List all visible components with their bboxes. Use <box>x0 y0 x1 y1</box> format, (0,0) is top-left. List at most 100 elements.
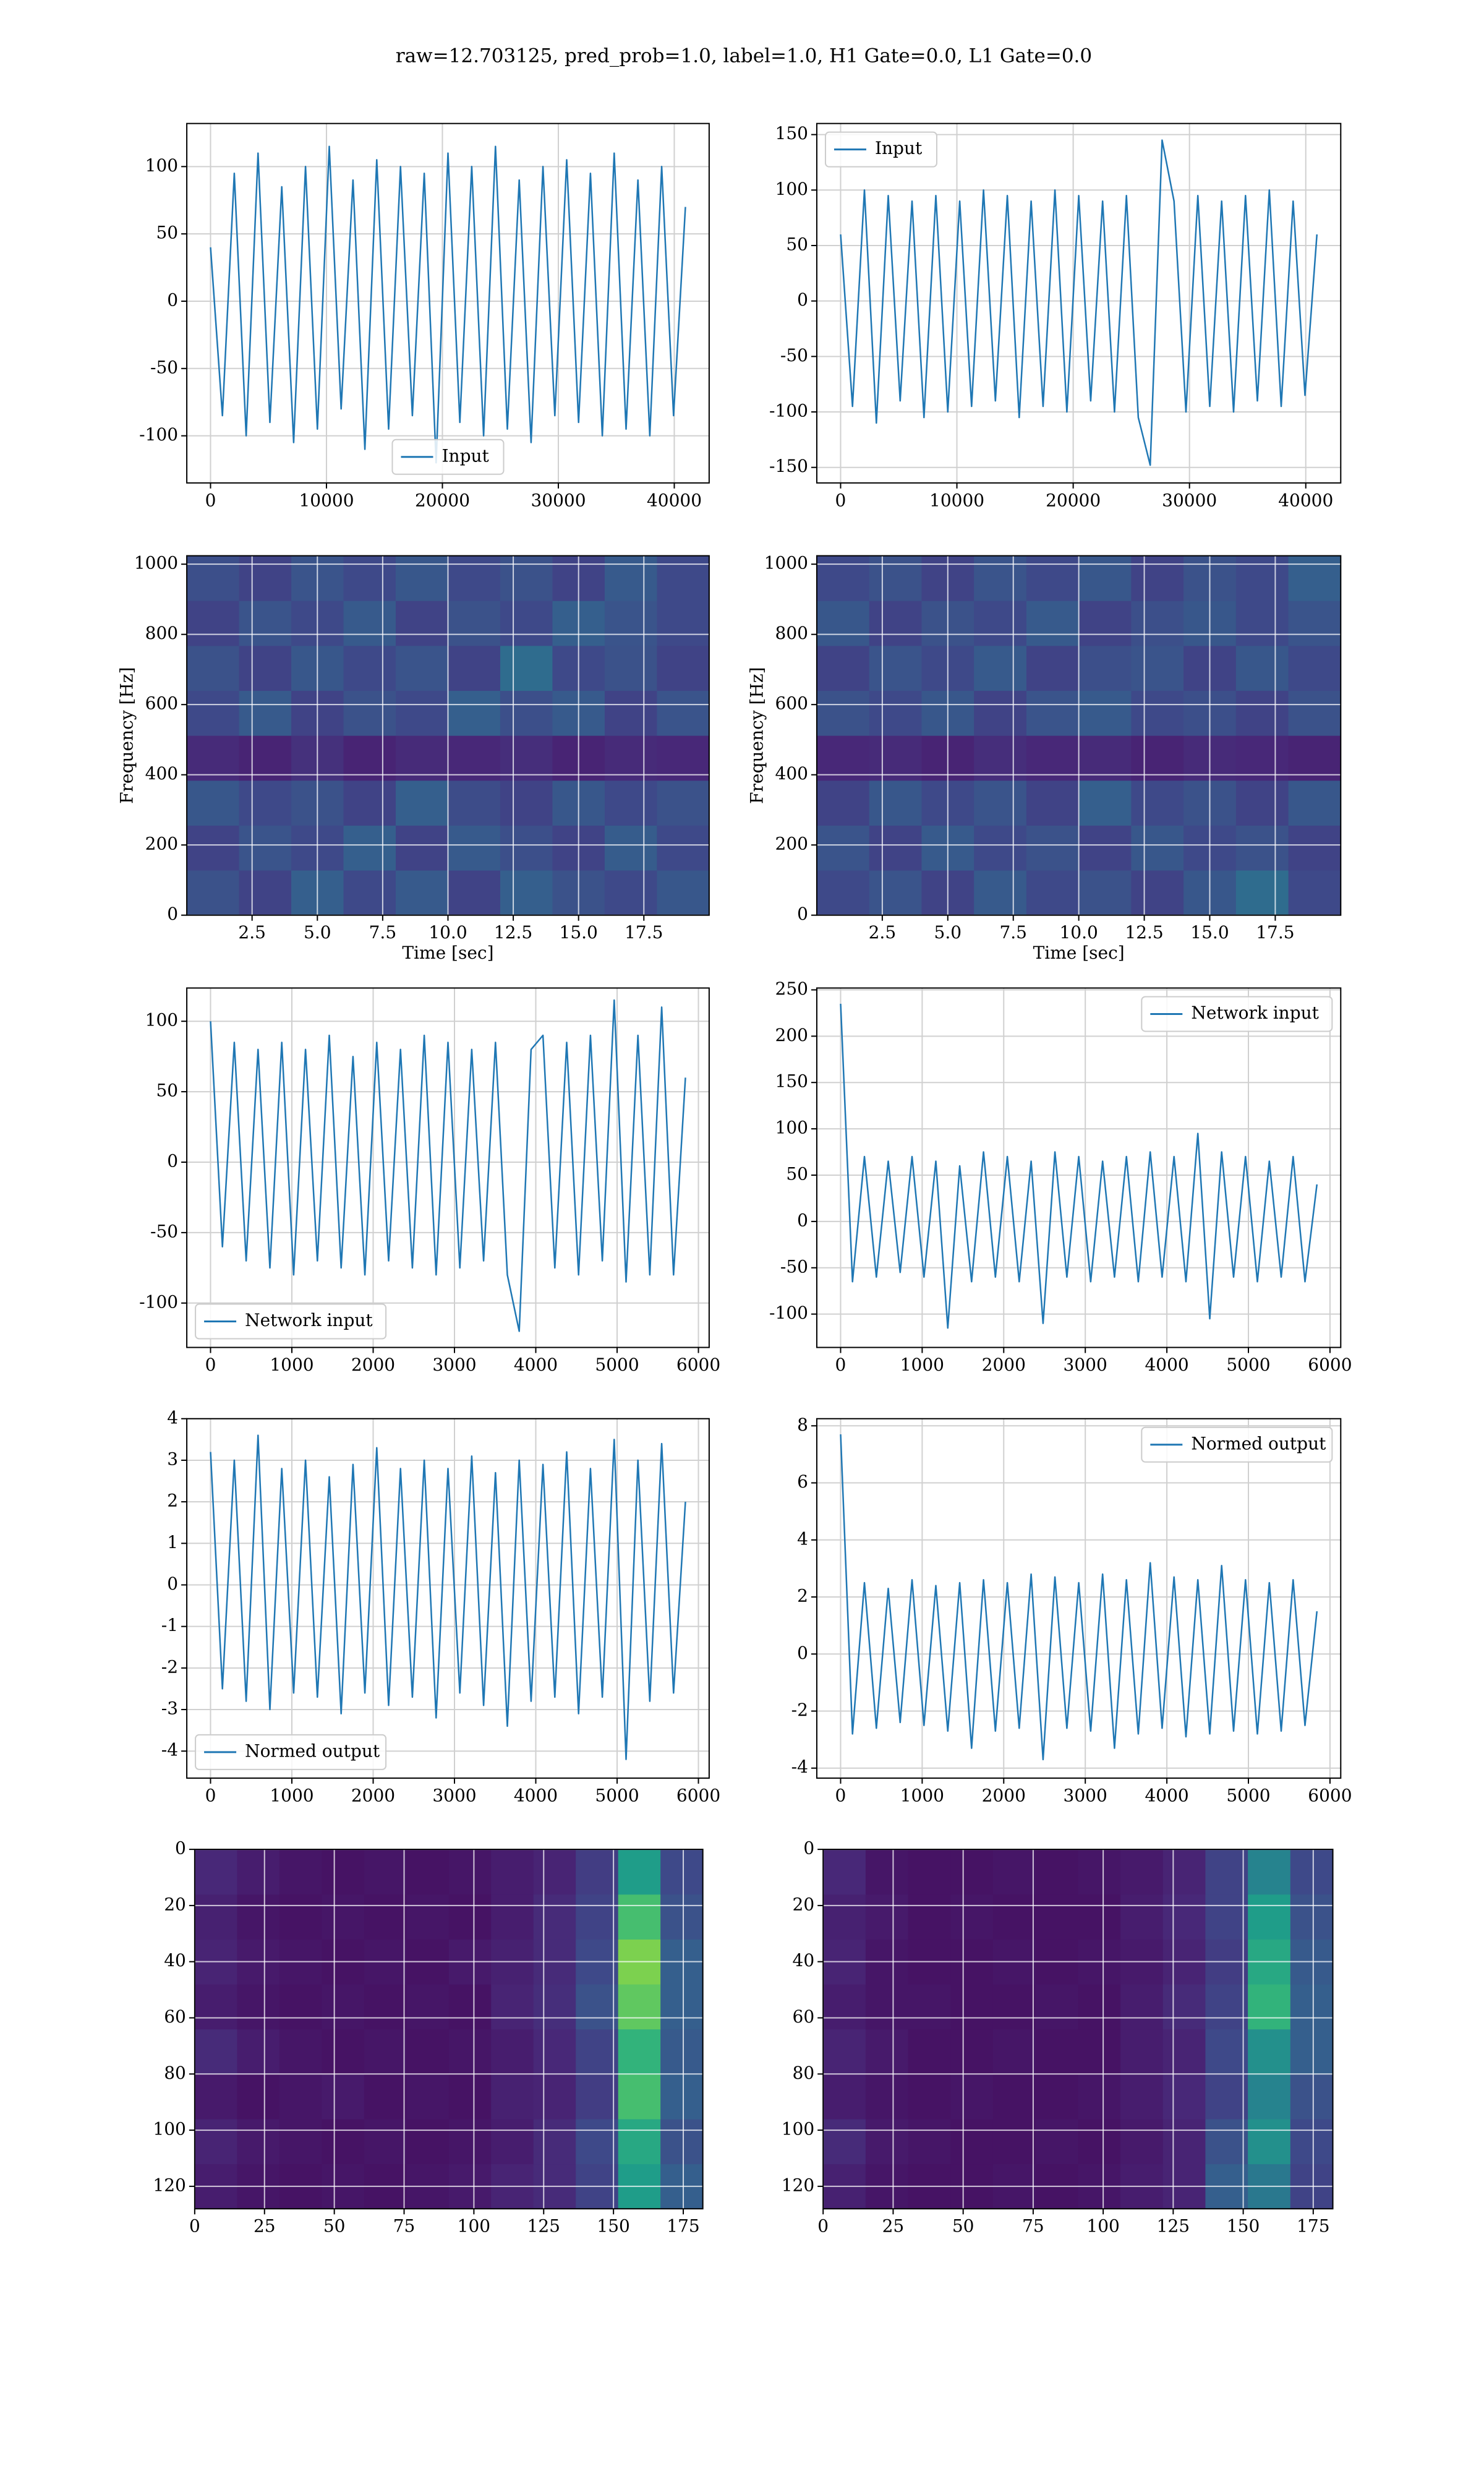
heatmap-cell <box>974 555 1027 601</box>
heatmap-cell <box>187 735 240 781</box>
heatmap-cell <box>279 1984 322 2030</box>
y-tick-label: -50 <box>150 357 178 377</box>
heatmap-cell <box>1290 2029 1334 2074</box>
y-tick-label: 0 <box>797 289 808 310</box>
heatmap-cell <box>604 555 657 601</box>
heatmap-cell <box>500 825 553 871</box>
heatmap-cell <box>1026 690 1080 736</box>
y-tick-label: 200 <box>775 834 808 854</box>
x-tick-label: 4000 <box>1145 1785 1188 1805</box>
heatmap-cell <box>406 2029 450 2074</box>
heatmap-cell <box>187 601 240 646</box>
heatmap-cell <box>1131 870 1184 916</box>
x-tick-label: 25 <box>882 2216 905 2236</box>
y-tick-label: 200 <box>145 834 178 854</box>
heatmap-cell <box>1205 2029 1248 2074</box>
figure-title: raw=12.703125, pred_prob=1.0, label=1.0,… <box>396 45 1092 67</box>
heatmap-cell <box>364 1894 407 1940</box>
heatmap-cell <box>1120 2118 1164 2165</box>
y-tick-label: 4 <box>167 1407 178 1427</box>
heatmap-cell <box>618 1984 661 2030</box>
x-tick-label: 1000 <box>270 1785 313 1805</box>
legend-label: Normed output <box>1191 1433 1326 1453</box>
heatmap-cell <box>343 690 396 736</box>
y-tick-label: -100 <box>769 1303 808 1323</box>
y-tick-label: 40 <box>164 1950 186 1971</box>
heatmap-cell <box>322 2029 365 2074</box>
heatmap-cell <box>604 870 657 916</box>
x-tick-label: 3000 <box>432 1355 476 1375</box>
legend: Network input <box>195 1303 387 1340</box>
heatmap-cell <box>816 825 870 871</box>
heatmap-cell <box>576 2074 619 2120</box>
heatmap-cell <box>660 2118 704 2165</box>
heatmap-cell <box>604 780 657 826</box>
heatmap-cell <box>908 2074 951 2120</box>
heatmap-cell <box>1162 2074 1206 2120</box>
heatmap-cell <box>974 780 1027 826</box>
heatmap-cell <box>1078 2118 1121 2165</box>
heatmap-cell <box>869 690 922 736</box>
x-tick-label: 75 <box>1022 2216 1044 2236</box>
heatmap-cell <box>660 1894 704 1940</box>
x-tick-label: 175 <box>1297 2216 1329 2236</box>
heatmap-cell <box>823 1894 866 1940</box>
panel: 0 25 50 75 100 125 150 175 0 20 40 60 80 100 120 <box>153 1838 704 2236</box>
x-tick-label: 6000 <box>1308 1785 1352 1805</box>
heatmap-cell <box>992 2074 1036 2120</box>
x-tick-label: 5.0 <box>304 922 331 943</box>
heatmap-cell <box>343 825 396 871</box>
legend-box <box>391 439 505 475</box>
heatmap-cell <box>1288 555 1341 601</box>
heatmap-cell <box>448 825 501 871</box>
heatmap-cell <box>279 1849 322 1895</box>
heatmap-cell <box>1162 1849 1206 1895</box>
heatmap-cell <box>448 2074 492 2120</box>
y-tick-label: -2 <box>791 1700 808 1720</box>
heatmap-cell <box>1035 2118 1078 2165</box>
heatmap-cell <box>657 780 710 826</box>
heatmap-cell <box>618 1894 661 1940</box>
series-line <box>840 139 1318 466</box>
heatmap-cell <box>1078 780 1132 826</box>
x-tick-label: 125 <box>527 2216 560 2236</box>
heatmap-cell <box>908 1849 951 1895</box>
axes-frame <box>822 1849 1334 2210</box>
heatmap-cell <box>364 2074 407 2120</box>
heatmap-cell <box>618 2118 661 2165</box>
heatmap-cell <box>396 825 448 871</box>
y-tick-label: 100 <box>153 2119 186 2139</box>
y-tick-label: 150 <box>775 1071 808 1092</box>
x-tick-label: 100 <box>1086 2216 1119 2236</box>
heatmap-cell <box>237 1894 280 1940</box>
heatmap-cell <box>448 645 501 691</box>
heatmap-cell <box>1290 1849 1334 1895</box>
x-tick-label: 2000 <box>982 1355 1026 1375</box>
heatmap-cell <box>396 780 448 826</box>
y-tick-label: 50 <box>786 1163 808 1184</box>
heatmap-cell <box>604 645 657 691</box>
heatmap-cell <box>1248 1894 1291 1940</box>
heatmap-cell <box>1078 1894 1121 1940</box>
y-tick-label: 1000 <box>134 553 178 573</box>
x-tick-label: 5000 <box>595 1785 639 1805</box>
x-tick-label: 15.0 <box>1190 922 1229 943</box>
heatmap-cell <box>1078 645 1132 691</box>
heatmap-cell <box>448 780 501 826</box>
heatmap-cell <box>576 1984 619 2030</box>
y-tick-label: 60 <box>793 2006 815 2027</box>
panel: 0 10000 20000 30000 40000 -150 -100 -50 0 50 100 15… <box>769 122 1342 510</box>
heatmap-cell <box>657 645 710 691</box>
heatmap-cell <box>869 601 922 646</box>
y-tick-label: 0 <box>797 1210 808 1230</box>
heatmap-cell <box>1131 555 1184 601</box>
heatmap-cell <box>1078 2074 1121 2120</box>
x-tick-label: 150 <box>597 2216 629 2236</box>
heatmap-cell <box>194 1894 237 1940</box>
y-tick-label: 2 <box>797 1586 808 1606</box>
heatmap-cell <box>500 780 553 826</box>
heatmap-cell <box>533 1894 576 1940</box>
y-tick-label: 0 <box>797 904 808 924</box>
heatmap-cell <box>1131 690 1184 736</box>
x-tick-label: 0 <box>817 2216 829 2236</box>
